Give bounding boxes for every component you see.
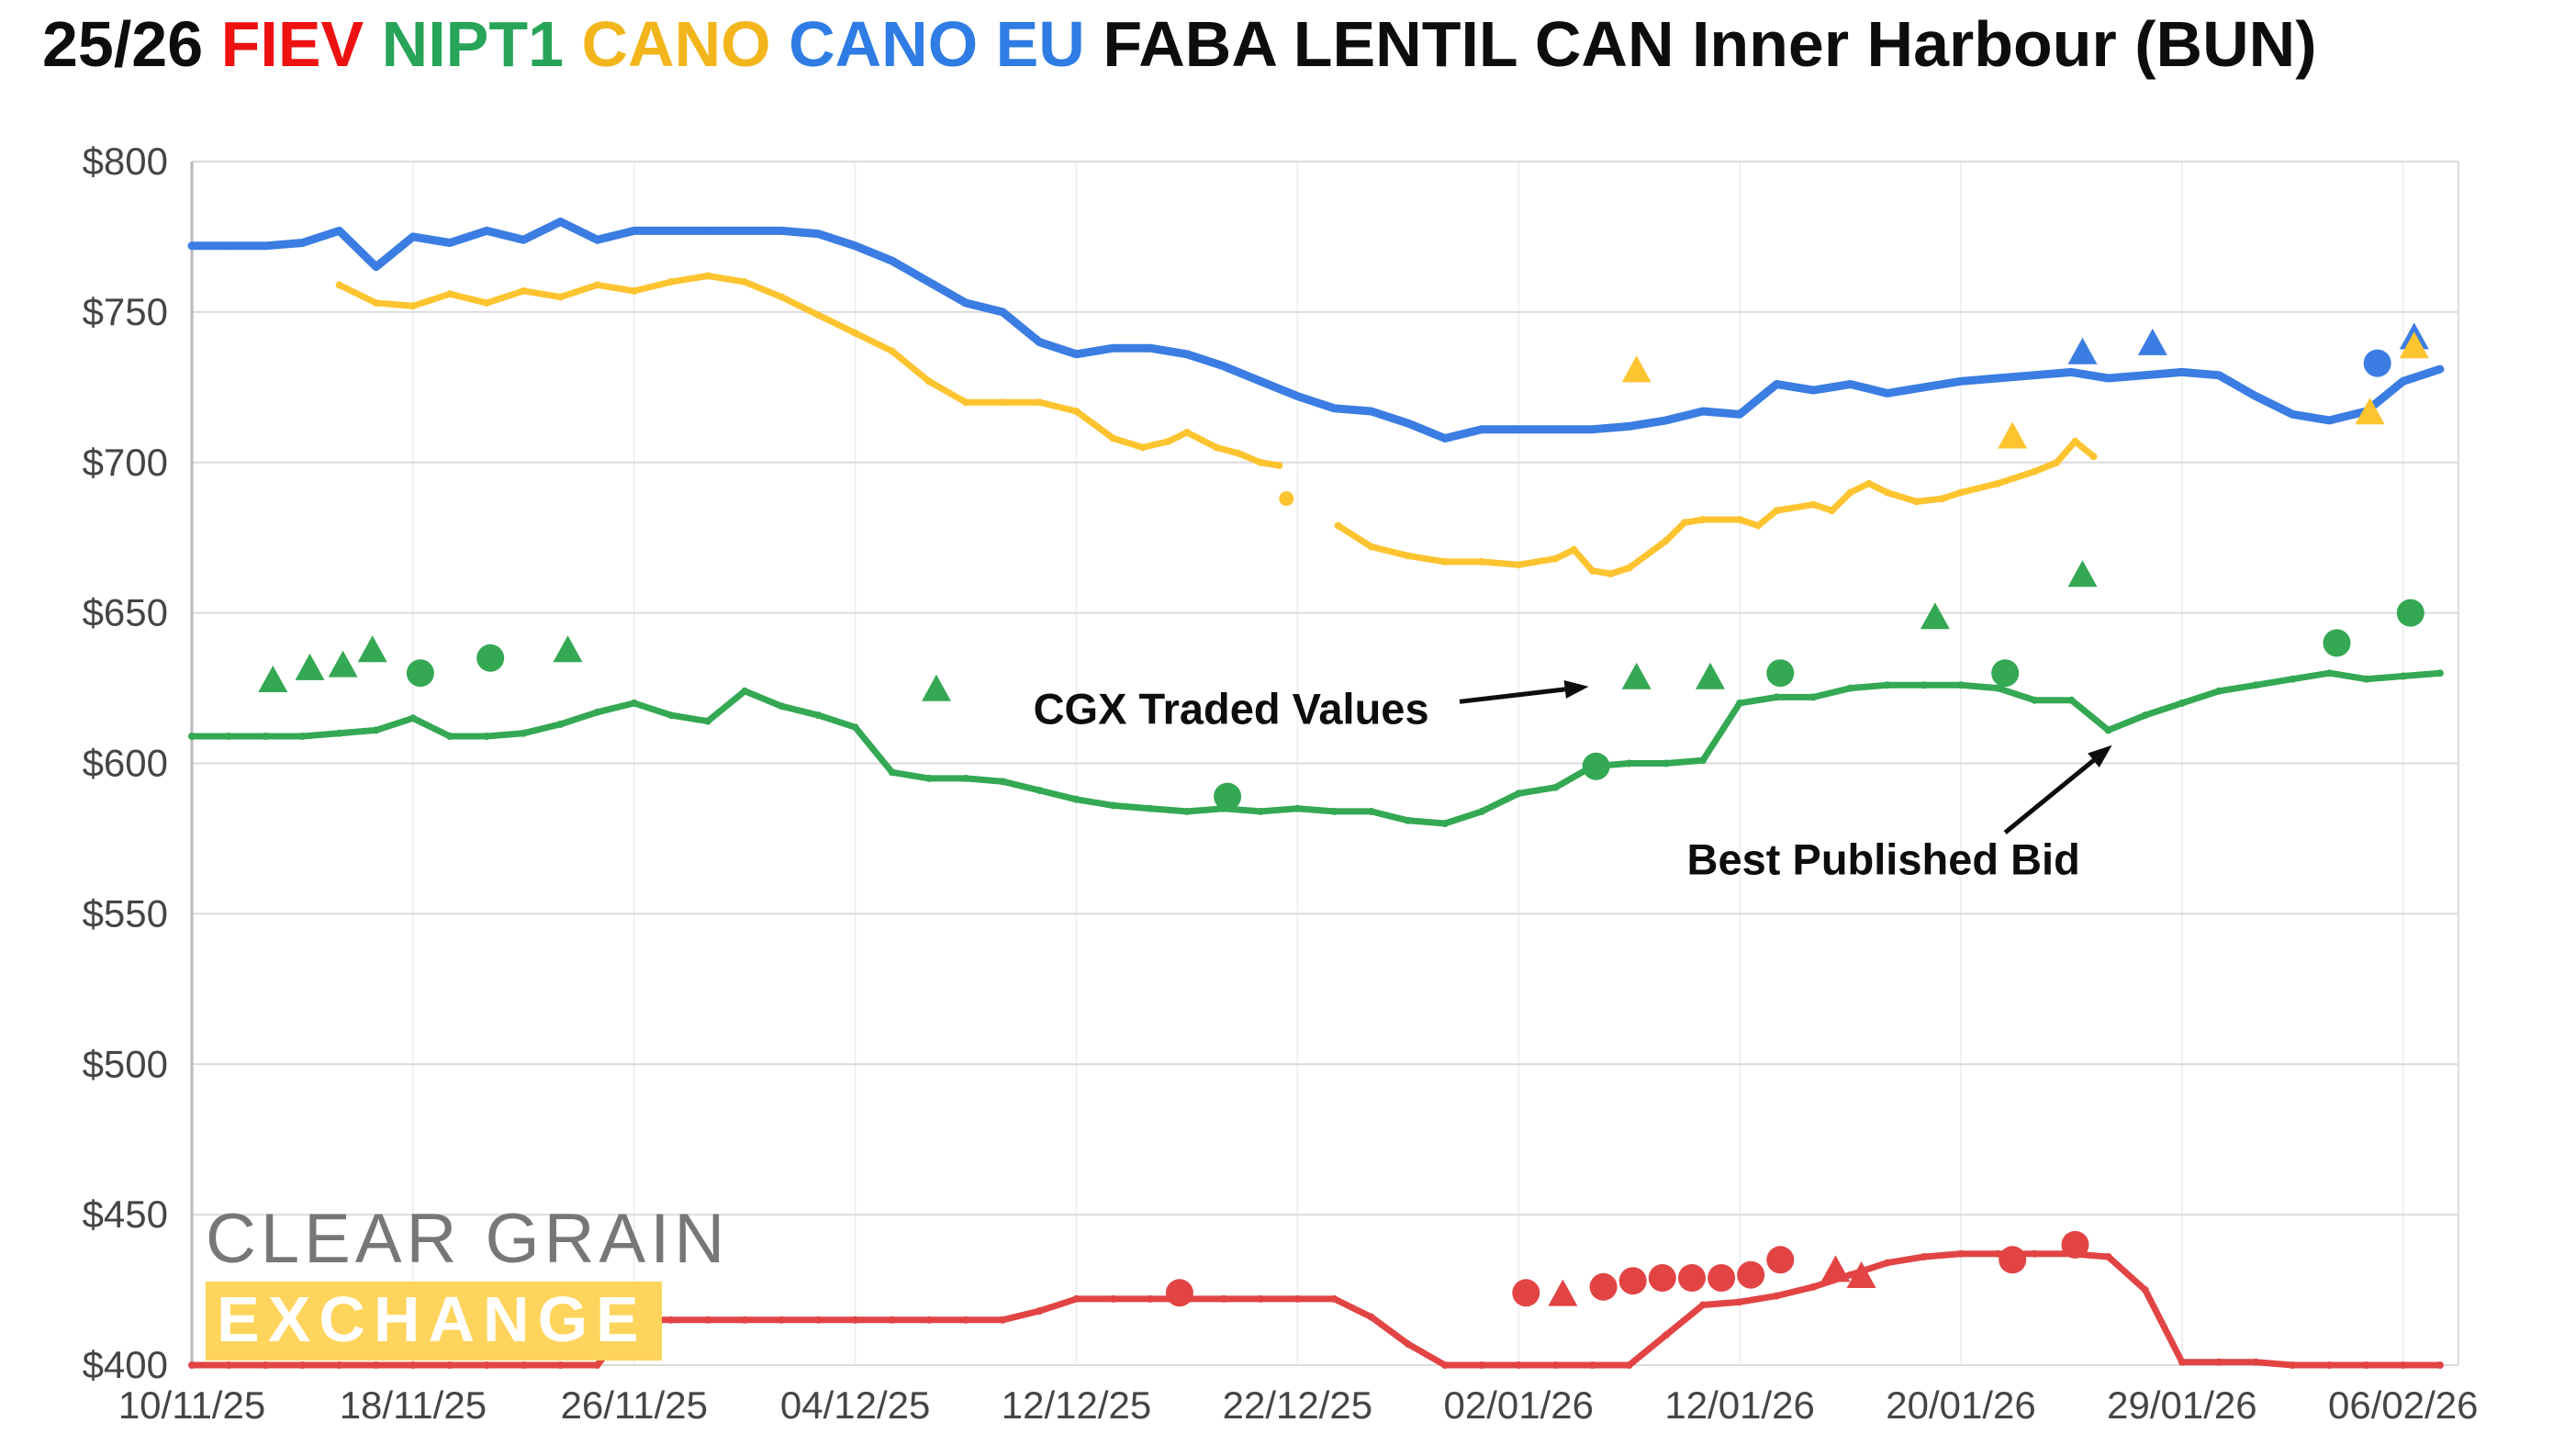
logo-clear-grain-text: CLEAR GRAIN bbox=[206, 1200, 730, 1278]
svg-text:12/12/25: 12/12/25 bbox=[1002, 1383, 1152, 1427]
svg-text:02/01/26: 02/01/26 bbox=[1444, 1383, 1595, 1427]
chart-title: 25/26 FIEV NIPT1 CANO CANO EU FABA LENTI… bbox=[42, 7, 2317, 81]
annotation-label-1: Best Published Bid bbox=[1687, 834, 2080, 883]
svg-text:18/11/25: 18/11/25 bbox=[340, 1383, 487, 1427]
series-cano-eu bbox=[187, 218, 2445, 442]
title-segment-cano-eu: CANO EU bbox=[789, 8, 1103, 80]
y-axis-labels: $400 $450 $500 $550 $600 $650 $700 $750 $800 bbox=[83, 140, 168, 1386]
chart-annotations: CGX Traded Values Best Published Bid bbox=[1034, 680, 2112, 883]
svg-text:$600: $600 bbox=[83, 742, 168, 785]
svg-text:$700: $700 bbox=[83, 441, 168, 484]
title-segment-fiev: FIEV bbox=[220, 8, 382, 80]
title-segment-commodity: FABA LENTIL CAN Inner Harbour (BUN) bbox=[1103, 8, 2317, 80]
svg-text:$400: $400 bbox=[83, 1343, 168, 1386]
svg-text:29/01/26: 29/01/26 bbox=[2107, 1383, 2257, 1427]
clear-grain-exchange-logo: CLEAR GRAIN EXCHANGE bbox=[206, 1204, 729, 1361]
svg-text:$750: $750 bbox=[83, 290, 168, 333]
svg-text:$800: $800 bbox=[83, 140, 168, 183]
svg-text:$550: $550 bbox=[83, 891, 168, 935]
series-cano bbox=[335, 272, 2429, 577]
svg-text:06/02/26: 06/02/26 bbox=[2328, 1383, 2479, 1427]
svg-text:$450: $450 bbox=[83, 1193, 168, 1236]
svg-text:12/01/26: 12/01/26 bbox=[1664, 1383, 1815, 1427]
svg-text:22/12/25: 22/12/25 bbox=[1223, 1383, 1373, 1427]
svg-text:$500: $500 bbox=[83, 1042, 168, 1085]
title-segment-season: 25/26 bbox=[42, 8, 221, 80]
svg-text:10/11/25: 10/11/25 bbox=[118, 1383, 265, 1427]
title-segment-nipt1: NIPT1 bbox=[381, 8, 582, 80]
svg-text:26/11/25: 26/11/25 bbox=[561, 1383, 708, 1427]
series-nipt1 bbox=[188, 560, 2444, 827]
annotation-label-0: CGX Traded Values bbox=[1034, 685, 1429, 734]
svg-text:$650: $650 bbox=[83, 591, 168, 634]
chart-gridlines bbox=[190, 161, 2459, 1366]
logo-exchange-text: EXCHANGE bbox=[206, 1282, 662, 1361]
svg-text:04/12/25: 04/12/25 bbox=[780, 1383, 931, 1427]
title-segment-cano: CANO bbox=[581, 8, 789, 80]
svg-text:20/01/26: 20/01/26 bbox=[1886, 1383, 2036, 1427]
x-axis-labels: 10/11/25 18/11/25 26/11/25 04/12/25 12/12/25… bbox=[118, 1383, 2479, 1427]
